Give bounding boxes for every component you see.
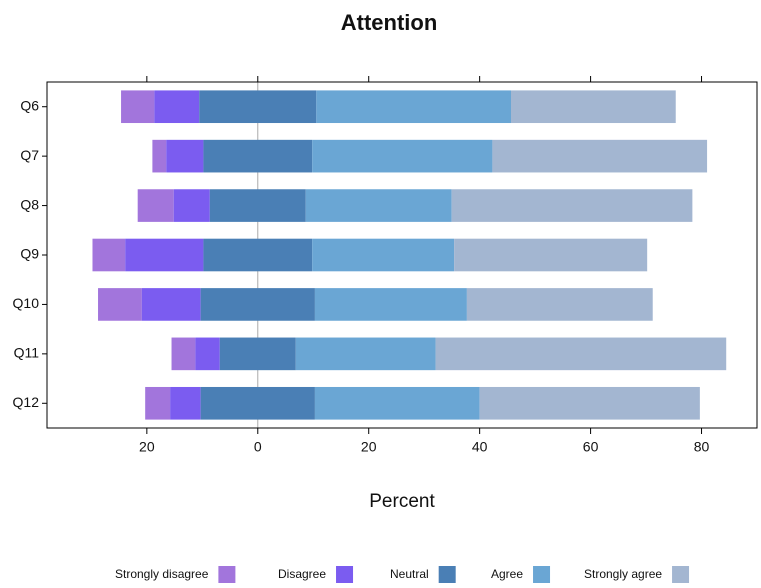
x-tick-label: 0	[254, 439, 262, 455]
bar-segment	[479, 386, 700, 420]
bar-segment	[454, 238, 648, 272]
plot-frame	[46, 81, 758, 429]
bar-segment	[199, 90, 317, 124]
x-tick-label: 80	[694, 439, 710, 455]
bar-segment	[171, 337, 196, 371]
bar-segment	[203, 139, 313, 173]
bar-segment	[98, 288, 142, 321]
bar-segment	[141, 288, 201, 321]
legend-label: Neutral	[390, 567, 429, 581]
bar-segment	[166, 139, 204, 173]
legend-label: Disagree	[278, 567, 326, 581]
y-tick-label: Q6	[20, 97, 39, 113]
bar-segment	[435, 337, 727, 371]
y-tick-label: Q9	[20, 246, 39, 262]
y-tick-label: Q11	[14, 345, 40, 361]
bar-segment	[154, 90, 200, 124]
legend-swatch	[336, 566, 354, 583]
bar-segment	[125, 238, 204, 272]
y-tick-label: Q10	[13, 295, 40, 311]
bar-segment	[312, 139, 493, 173]
chart-title: Attention	[341, 10, 438, 35]
bar-segment	[203, 238, 313, 272]
legend-label: Agree	[491, 567, 523, 581]
legend-swatch	[672, 566, 690, 583]
bar-segment	[492, 139, 708, 173]
bar-segment	[314, 386, 480, 420]
bar-segment	[209, 189, 306, 222]
legend-label: Strongly agree	[584, 567, 662, 581]
x-tick-label: 20	[139, 439, 155, 455]
y-tick-label: Q12	[13, 394, 40, 410]
bar-segment	[92, 238, 126, 272]
x-axis-label: Percent	[369, 491, 435, 512]
bar-segment	[314, 288, 467, 321]
bar-segment	[152, 139, 167, 173]
bar-segment	[466, 288, 653, 321]
bar-segment	[451, 189, 693, 222]
x-tick-label: 40	[472, 439, 488, 455]
bar-segment	[137, 189, 174, 222]
bar-segment	[121, 90, 155, 124]
legend-swatch	[438, 566, 456, 583]
bar-segment	[200, 288, 315, 321]
bar-segment	[173, 189, 210, 222]
y-tick-label: Q8	[20, 196, 39, 212]
bar-segment	[295, 337, 436, 371]
bar-segment	[195, 337, 220, 371]
bar-segment	[316, 90, 511, 124]
bar-segment	[305, 189, 452, 222]
legend-swatch	[218, 566, 236, 583]
y-tick-label: Q7	[20, 147, 39, 163]
legend-swatch	[533, 566, 551, 583]
bar-segment	[200, 386, 315, 420]
bar-segment	[170, 386, 201, 420]
bar-segment	[510, 90, 676, 124]
x-tick-label: 20	[361, 439, 377, 455]
bar-segment	[219, 337, 296, 371]
x-tick-label: 60	[583, 439, 599, 455]
bar-segment	[145, 386, 171, 420]
legend-label: Strongly disagree	[115, 567, 209, 581]
bar-segment	[312, 238, 455, 272]
